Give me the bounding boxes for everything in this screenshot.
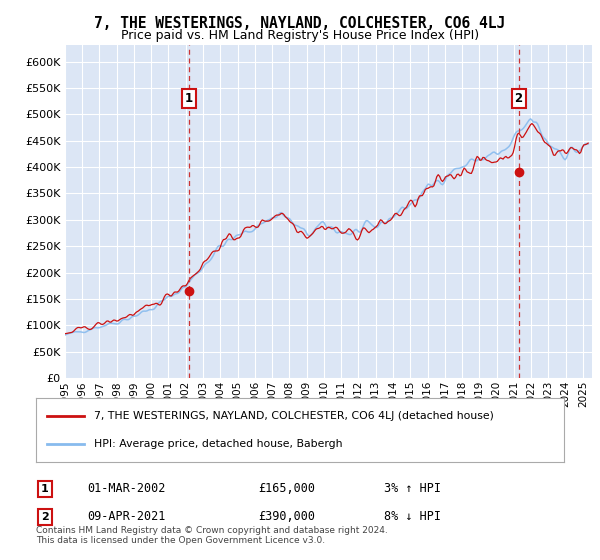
Text: 8% ↓ HPI: 8% ↓ HPI [384, 510, 441, 524]
Text: 01-MAR-2002: 01-MAR-2002 [87, 482, 166, 496]
Text: HPI: Average price, detached house, Babergh: HPI: Average price, detached house, Babe… [94, 439, 343, 449]
Text: Contains HM Land Registry data © Crown copyright and database right 2024.
This d: Contains HM Land Registry data © Crown c… [36, 526, 388, 545]
Text: 1: 1 [41, 484, 49, 494]
Text: 3% ↑ HPI: 3% ↑ HPI [384, 482, 441, 496]
Text: Price paid vs. HM Land Registry's House Price Index (HPI): Price paid vs. HM Land Registry's House … [121, 29, 479, 42]
Text: 7, THE WESTERINGS, NAYLAND, COLCHESTER, CO6 4LJ: 7, THE WESTERINGS, NAYLAND, COLCHESTER, … [94, 16, 506, 31]
Text: 09-APR-2021: 09-APR-2021 [87, 510, 166, 524]
Text: £165,000: £165,000 [258, 482, 315, 496]
Text: 1: 1 [185, 92, 193, 105]
Text: 2: 2 [41, 512, 49, 522]
Text: £390,000: £390,000 [258, 510, 315, 524]
Text: 7, THE WESTERINGS, NAYLAND, COLCHESTER, CO6 4LJ (detached house): 7, THE WESTERINGS, NAYLAND, COLCHESTER, … [94, 410, 494, 421]
Text: 2: 2 [514, 92, 523, 105]
